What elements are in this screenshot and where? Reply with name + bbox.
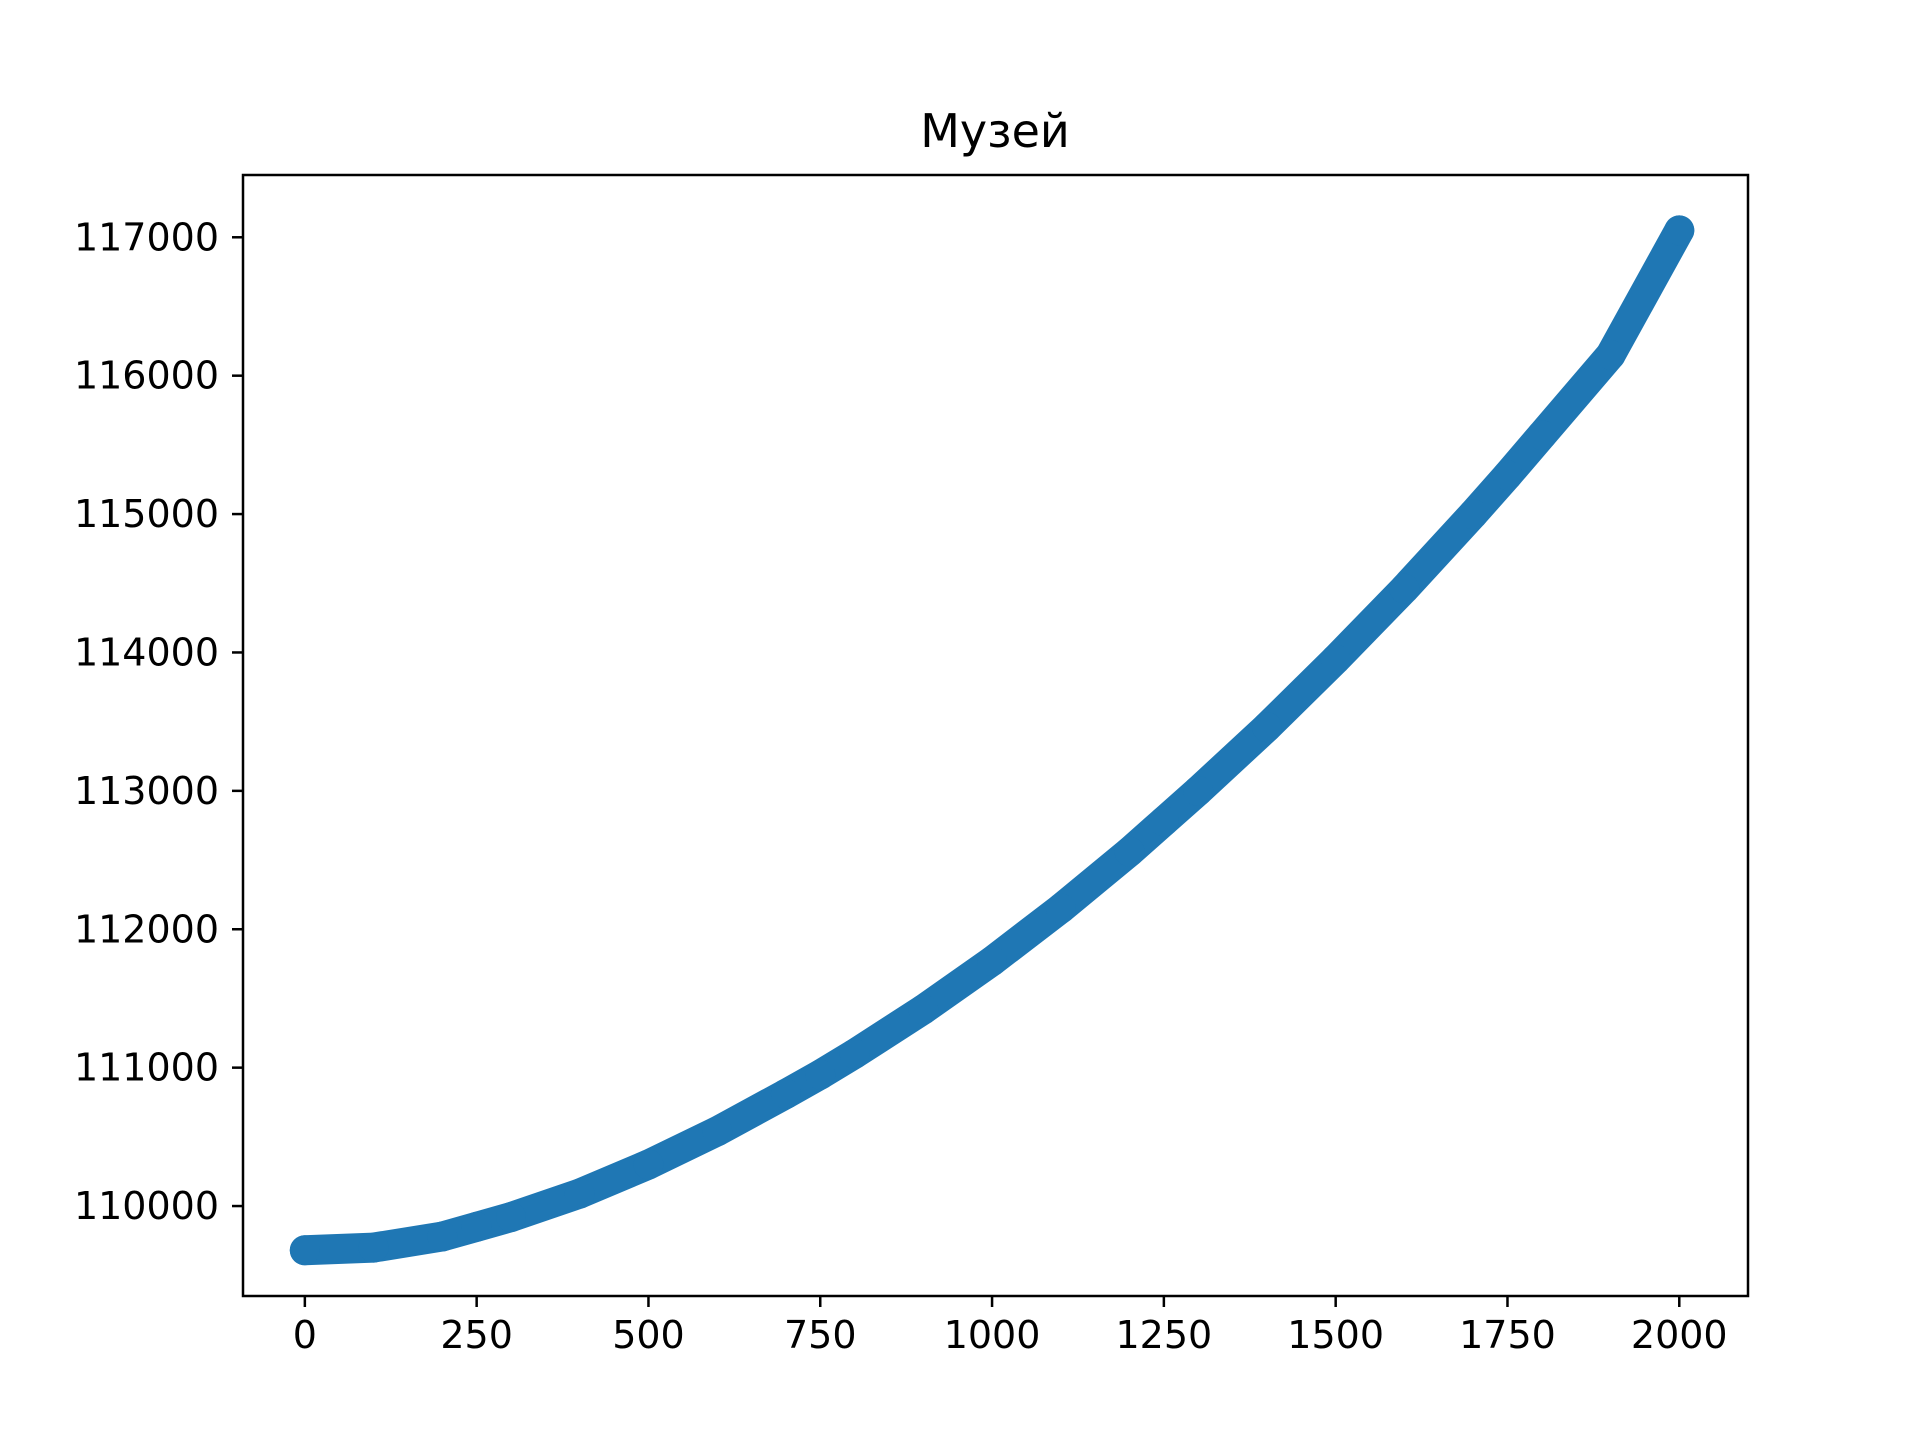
plot-area xyxy=(289,215,1695,1266)
data-point xyxy=(1183,775,1214,806)
x-tick-label: 1500 xyxy=(1287,1313,1384,1357)
data-point xyxy=(564,1178,595,1209)
data-point xyxy=(805,1059,836,1090)
data-point xyxy=(1492,460,1523,491)
data-point xyxy=(839,1038,870,1069)
data-point xyxy=(1045,893,1076,924)
x-tick-label: 250 xyxy=(440,1313,513,1357)
data-point xyxy=(908,994,939,1025)
data-point xyxy=(770,1078,801,1109)
data-point xyxy=(977,946,1008,977)
data-point xyxy=(461,1211,492,1242)
x-tick-label: 1000 xyxy=(944,1313,1041,1357)
data-point xyxy=(1458,499,1489,530)
data-point xyxy=(1114,836,1145,867)
x-tick-label: 2000 xyxy=(1631,1313,1728,1357)
x-tick-label: 750 xyxy=(784,1313,857,1357)
data-point xyxy=(1251,712,1282,743)
data-point xyxy=(1148,806,1179,837)
data-point xyxy=(358,1232,389,1263)
y-tick-label: 111000 xyxy=(74,1046,219,1090)
x-tick-label: 1250 xyxy=(1116,1313,1213,1357)
y-tick-label: 116000 xyxy=(74,354,219,398)
y-tick-label: 113000 xyxy=(74,769,219,813)
data-point xyxy=(702,1116,733,1147)
chart-title: Музей xyxy=(920,104,1070,158)
data-point xyxy=(633,1149,664,1180)
y-tick-label: 110000 xyxy=(74,1184,219,1228)
data-point xyxy=(1595,339,1626,370)
data-point xyxy=(496,1202,526,1233)
y-tick-label: 115000 xyxy=(74,492,219,536)
x-tick-label: 500 xyxy=(612,1313,685,1357)
y-tick-label: 117000 xyxy=(74,215,219,259)
data-point xyxy=(1320,644,1351,675)
data-point xyxy=(1526,420,1557,451)
data-point xyxy=(289,1235,320,1266)
y-tick-label: 114000 xyxy=(74,630,219,674)
x-tick-label: 1750 xyxy=(1459,1313,1556,1357)
y-axis: 110000 111000 112000 113000 114000 115000 1160… xyxy=(74,215,243,1228)
data-point xyxy=(1389,573,1420,604)
x-tick-label: 0 xyxy=(293,1313,317,1357)
data-point xyxy=(427,1221,458,1252)
x-axis: 0 250 500 750 1000 1250 1500 1750 2000 xyxy=(293,1296,1728,1357)
axes-frame xyxy=(241,173,1750,1298)
y-tick-label: 112000 xyxy=(74,907,219,951)
data-point xyxy=(1664,215,1695,246)
